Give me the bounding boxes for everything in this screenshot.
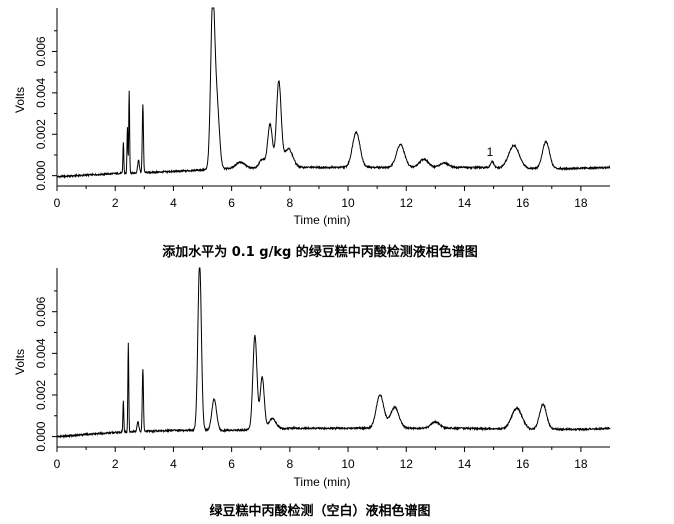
x-tick-label-8: 8 <box>286 457 293 471</box>
x-tick-label-16: 16 <box>516 196 530 210</box>
x-tick-label-16: 16 <box>516 457 530 471</box>
y-axis-title: Volts <box>13 87 27 113</box>
x-tick-label-2: 2 <box>112 457 119 471</box>
x-tick-label-4: 4 <box>170 457 177 471</box>
y-tick-label-0.006: 0.006 <box>34 36 48 66</box>
x-tick-label-14: 14 <box>458 196 472 210</box>
x-tick-label-14: 14 <box>458 457 472 471</box>
x-tick-label-18: 18 <box>574 457 588 471</box>
y-tick-marks: 0.000 0.002 0.004 0.006 <box>34 30 57 191</box>
chromatogram-trace <box>56 267 611 439</box>
y-tick-label-0.004: 0.004 <box>34 338 48 368</box>
y-tick-label-0.002: 0.002 <box>34 119 48 149</box>
y-tick-label-0.000: 0.000 <box>34 421 48 451</box>
x-tick-marks: 0 2 4 6 8 10 12 14 16 18 <box>54 186 588 210</box>
y-tick-label-0.006: 0.006 <box>34 296 48 326</box>
y-axis-title: Volts <box>13 349 27 375</box>
chromatogram-trace <box>56 7 611 179</box>
x-tick-label-6: 6 <box>228 457 235 471</box>
x-tick-label-8: 8 <box>286 196 293 210</box>
x-tick-marks: 0 2 4 6 8 10 12 14 16 18 <box>54 447 588 471</box>
x-tick-label-18: 18 <box>574 196 588 210</box>
x-tick-label-10: 10 <box>341 196 355 210</box>
y-tick-label-0.000: 0.000 <box>34 160 48 190</box>
y-tick-marks: 0.000 0.002 0.004 0.006 <box>34 290 57 452</box>
x-tick-label-4: 4 <box>170 196 177 210</box>
chart-1-caption: 添加水平为 0.1 g/kg 的绿豆糕中丙酸检测液相色谱图 <box>162 244 478 260</box>
chart-blank-sample: 0 2 4 6 8 10 12 14 16 18 0.000 0.002 0.004 0.006 Tim… <box>13 267 611 519</box>
chart-spiked-sample: 0 2 4 6 8 10 12 14 16 18 0.000 0.002 0.004 0.006 Tim… <box>13 7 611 260</box>
chart-2-caption: 绿豆糕中丙酸检测（空白）液相色谱图 <box>209 503 430 519</box>
x-tick-label-2: 2 <box>112 196 119 210</box>
x-tick-label-10: 10 <box>341 457 355 471</box>
x-tick-label-6: 6 <box>228 196 235 210</box>
x-tick-label-12: 12 <box>400 457 414 471</box>
y-tick-label-0.002: 0.002 <box>34 380 48 410</box>
x-tick-label-12: 12 <box>400 196 414 210</box>
x-tick-label-0: 0 <box>54 196 61 210</box>
x-axis-title: Time (min) <box>294 213 351 227</box>
y-tick-label-0.004: 0.004 <box>34 78 48 108</box>
x-axis-title: Time (min) <box>294 475 351 489</box>
peak-1-label: 1 <box>487 145 494 159</box>
x-tick-label-0: 0 <box>54 457 61 471</box>
